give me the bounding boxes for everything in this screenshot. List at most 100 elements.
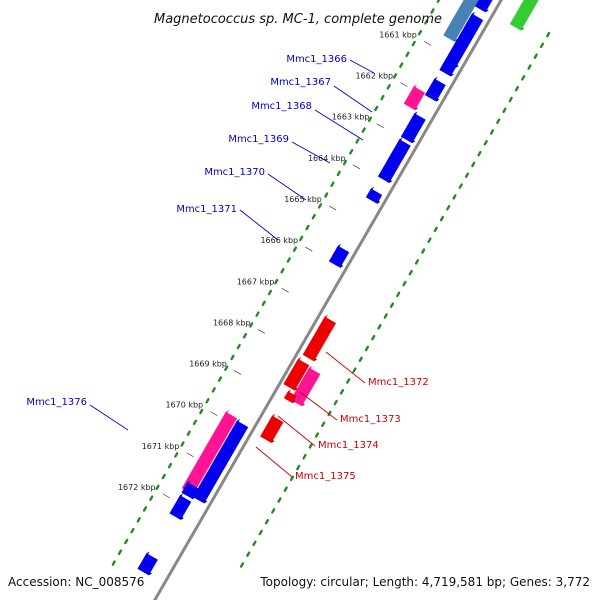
gc-dot-inner xyxy=(258,529,263,536)
gene-label-mmc1-1375[interactable]: Mmc1_1375 xyxy=(295,471,356,482)
gene-label-mmc1-1368[interactable]: Mmc1_1368 xyxy=(251,101,312,112)
gc-dot-outer xyxy=(142,506,148,512)
gene-fwd-1371c[interactable] xyxy=(328,243,350,268)
gc-dot-outer xyxy=(186,430,191,436)
gc-dot-outer xyxy=(242,333,248,339)
gene-label-mmc1-1369[interactable]: Mmc1_1369 xyxy=(228,134,289,145)
gc-dot-outer xyxy=(124,538,129,545)
gene-rev-1374[interactable] xyxy=(284,389,297,404)
gc-dot-inner xyxy=(358,356,363,363)
gc-dot-outer xyxy=(299,235,304,242)
gc-dot-inner xyxy=(396,291,401,298)
gc-dot-inner xyxy=(271,508,276,514)
gene-fwd-1371[interactable] xyxy=(377,137,411,183)
gene-fwd-1369[interactable] xyxy=(403,84,426,111)
gene-label-mmc1-1366[interactable]: Mmc1_1366 xyxy=(286,54,347,65)
backbone-layer xyxy=(153,0,503,600)
gc-dot-outer xyxy=(342,159,348,166)
leader-line-1369 xyxy=(291,141,331,164)
gc-dot-inner xyxy=(539,42,545,49)
gc-dot-outer xyxy=(261,300,266,307)
tick-mark xyxy=(210,411,218,417)
gene-label-mmc1-1376[interactable]: Mmc1_1376 xyxy=(26,397,87,408)
gc-dot-inner xyxy=(471,161,476,168)
gc-dot-outer xyxy=(205,397,210,404)
gc-dot-inner xyxy=(496,118,501,124)
gene-rev-1375[interactable] xyxy=(260,413,284,443)
tick-label: 1670 kbp xyxy=(165,401,203,410)
tick-mark xyxy=(352,164,361,170)
gc-dot-outer xyxy=(292,246,298,252)
gc-dot-inner xyxy=(321,421,326,428)
gene-fwd-1368b[interactable] xyxy=(424,76,446,102)
gc-dot-outer xyxy=(167,462,173,469)
tick-label: 1672 kbp xyxy=(118,483,156,492)
gene-fwd-1370[interactable] xyxy=(400,111,426,144)
tick-label: 1668 kbp xyxy=(213,318,251,327)
gene-other-1365[interactable] xyxy=(509,0,541,31)
gc-dot-inner xyxy=(414,259,420,265)
genome-backbone xyxy=(153,0,503,600)
tick-mark xyxy=(162,493,171,499)
gc-dot-inner xyxy=(446,205,451,211)
gene-rev-1372[interactable] xyxy=(302,314,337,362)
genes-layer xyxy=(137,0,541,576)
gene-rev-1373[interactable] xyxy=(283,357,310,391)
gc-dot-outer xyxy=(386,84,391,90)
leader-line-1375 xyxy=(255,446,293,478)
ticks-layer: 1661 kbp 1662 kbp 1663 kbp 1664 kbp 1665 kbp… xyxy=(118,30,432,499)
gene-label-mmc1-1370[interactable]: Mmc1_1370 xyxy=(204,167,265,178)
tick-label: 1667 kbp xyxy=(237,277,275,286)
gc-dot-inner xyxy=(489,129,495,135)
gc-dot-inner xyxy=(239,562,245,568)
gc-dot-outer xyxy=(349,149,354,155)
gene-fwd-1376c[interactable] xyxy=(181,480,199,500)
tick-label: 1663 kbp xyxy=(332,113,370,122)
gc-dot-inner xyxy=(514,85,520,92)
gc-dot-outer xyxy=(174,452,179,458)
gc-dot-outer xyxy=(374,105,379,112)
gene-label-mmc1-1371[interactable]: Mmc1_1371 xyxy=(176,204,237,215)
gc-dot-inner xyxy=(314,432,320,438)
gc-dot-outer xyxy=(311,213,316,220)
gc-dot-inner xyxy=(364,345,370,352)
gc-dot-outer xyxy=(336,170,341,177)
tick-mark xyxy=(328,205,337,211)
gc-dot-inner xyxy=(346,378,351,384)
gc-dot-outer xyxy=(136,517,141,523)
gene-label-mmc1-1367[interactable]: Mmc1_1367 xyxy=(270,77,331,88)
gc-dot-inner xyxy=(383,313,388,319)
tick-label: 1669 kbp xyxy=(189,360,227,369)
gc-dot-outer xyxy=(367,116,373,123)
tick-mark xyxy=(376,123,384,129)
gc-dot-outer xyxy=(286,257,291,263)
leader-line-1370 xyxy=(267,173,307,201)
gene-label-mmc1-1372[interactable]: Mmc1_1372 xyxy=(368,377,429,388)
gene-fwd-1377[interactable] xyxy=(169,493,192,520)
gc-dot-outer xyxy=(380,94,385,101)
gene-fwd-1368[interactable] xyxy=(439,56,458,77)
leader-line-1372 xyxy=(325,351,366,384)
gene-fwd-1378[interactable] xyxy=(137,551,158,576)
gene-label-mmc1-1374[interactable]: Mmc1_1374 xyxy=(318,440,379,451)
gc-dot-outer xyxy=(149,495,154,501)
gc-dot-outer xyxy=(130,527,135,534)
gc-dot-inner xyxy=(427,237,432,243)
gc-dot-inner xyxy=(246,551,251,557)
gc-dot-inner xyxy=(508,96,513,103)
gene-fwd-1371b[interactable] xyxy=(365,186,383,204)
gc-dot-outer xyxy=(361,127,366,133)
gc-dot-outer xyxy=(411,40,416,47)
tick-mark xyxy=(233,370,242,375)
gc-dot-inner xyxy=(264,518,270,525)
gene-label-mmc1-1373[interactable]: Mmc1_1373 xyxy=(340,414,401,425)
tick-mark xyxy=(281,287,289,293)
gc-dot-outer xyxy=(405,51,410,58)
gc-dot-outer xyxy=(224,365,229,372)
gene-rna-1366[interactable] xyxy=(443,0,480,42)
tick-label: 1665 kbp xyxy=(284,195,322,204)
gc-dot-inner xyxy=(439,215,445,222)
gc-dot-outer xyxy=(417,29,423,36)
gene-fwd-1376b[interactable] xyxy=(192,418,249,504)
